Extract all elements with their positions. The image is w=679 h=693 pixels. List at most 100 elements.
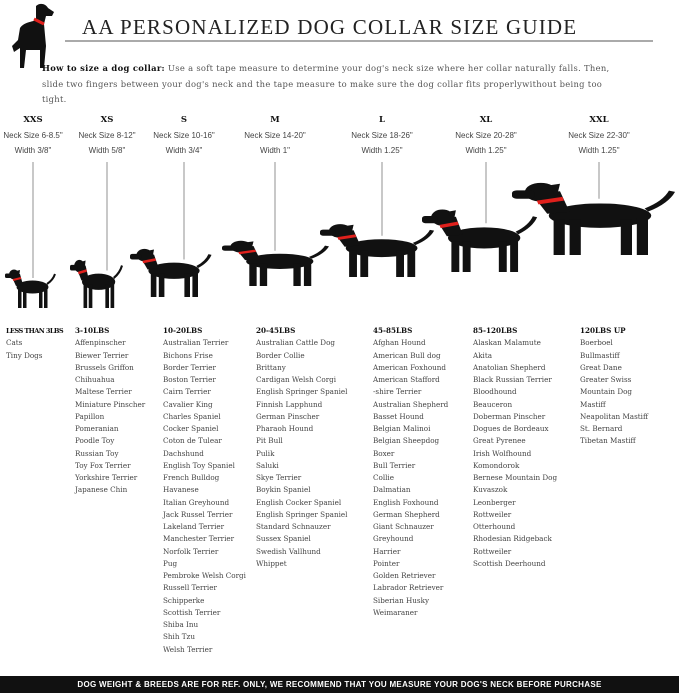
breed-item: Border Collie xyxy=(256,350,305,360)
breed-item: Bull Terrier xyxy=(373,460,416,470)
breed-item: Swedish Vallhund xyxy=(256,546,321,556)
dog-silhouette-l xyxy=(320,224,435,277)
red-collar xyxy=(12,277,22,281)
breed-item: Border Terrier xyxy=(163,362,216,372)
breed-item: Jack Russel Terrier xyxy=(163,509,233,519)
breed-item: Leonberger xyxy=(473,497,516,507)
breed-item: Weimaraner xyxy=(373,607,418,617)
size-code: L xyxy=(379,115,385,125)
breed-item: English Springer Spaniel xyxy=(256,509,348,519)
dog-size-illustration xyxy=(5,162,676,308)
collar-width: Width 1.25" xyxy=(361,146,403,155)
size-code: XS xyxy=(100,115,114,125)
breed-item: Pug xyxy=(163,558,178,568)
breed-item: Boxer xyxy=(373,448,395,458)
red-collar xyxy=(142,258,156,264)
breed-item: Greyhound xyxy=(373,534,414,544)
red-collar xyxy=(337,234,357,240)
breed-item: Scottish Deerhound xyxy=(473,558,546,568)
breed-item: French Bulldog xyxy=(163,473,220,482)
dog-silhouette-xl xyxy=(422,209,538,272)
breed-item: Doberman Pinscher xyxy=(473,411,546,421)
breed-item: Giant Schnauzer xyxy=(373,522,434,531)
breed-item: Golden Retriever xyxy=(373,571,436,580)
breed-item: Italian Greyhound xyxy=(163,497,230,507)
breed-item: Australian Cattle Dog xyxy=(256,338,336,348)
weight-heading: 10-20LBS xyxy=(163,326,203,335)
breed-item: Cardigan Welsh Corgi xyxy=(256,375,337,384)
size-code: S xyxy=(180,115,188,125)
collar-width: Width 1.25" xyxy=(465,146,507,155)
breed-item: Yorkshire Terrier xyxy=(75,473,138,482)
dog-logo-icon xyxy=(12,3,54,69)
size-label-xl: XL Neck Size 20-28" Width 1.25" xyxy=(441,113,531,158)
weight-heading: 120LBS UP xyxy=(580,326,626,335)
weight-column: 3-10LBS Affenpinscher Biewer Terrier Brusse… xyxy=(75,325,145,497)
breed-item: Cavalier King xyxy=(163,399,213,409)
title-divider xyxy=(65,40,653,42)
breed-item: Biewer Terrier xyxy=(75,350,129,360)
breed-item: Rhodesian Ridgeback xyxy=(473,534,552,544)
weight-column: LESS THAN 3LBS Cats Tiny Dogs xyxy=(6,325,64,362)
breed-item: Mastiff xyxy=(580,399,606,409)
breed-item: Saluki xyxy=(256,460,279,470)
breed-item: Belgian Sheepdog xyxy=(373,436,440,446)
breed-item: Dalmatian xyxy=(373,485,411,495)
breed-item: Pomeranian xyxy=(75,424,119,433)
breed-item: Welsh Terrier xyxy=(163,644,213,654)
collar-width: Width 5/8" xyxy=(88,146,126,155)
breed-item: Pit Bull xyxy=(256,436,283,446)
neck-size: Neck Size 18-26" xyxy=(351,131,413,140)
page-title: AA PERSONALIZED DOG COLLAR SIZE GUIDE xyxy=(82,15,578,39)
breed-item: Black Russian Terrier xyxy=(473,375,552,384)
breed-item: Brittany xyxy=(256,362,286,372)
dog-silhouette-xs xyxy=(70,259,123,308)
breed-item: Harrier xyxy=(373,546,401,556)
breed-item: Neapolitan Mastiff xyxy=(580,411,649,421)
breed-item: -shire Terrier xyxy=(373,387,422,397)
breed-item: English Toy Spaniel xyxy=(163,460,235,470)
weight-column: 45-85LBS Afghan Hound American Bull dog Ame… xyxy=(373,325,448,619)
collar-width: Width 3/8" xyxy=(14,146,52,155)
size-code: XL xyxy=(479,115,493,125)
breed-item: Anatolian Shepherd xyxy=(473,362,546,372)
breed-item: Chihuahua xyxy=(75,375,115,384)
breed-item: Papillon xyxy=(75,411,105,421)
breed-item: Beauceron xyxy=(473,399,513,409)
breed-item: English Springer Spaniel xyxy=(256,387,348,397)
size-label-xxl: XXL Neck Size 22-30" Width 1.25" xyxy=(554,113,644,158)
weight-heading: LESS THAN 3LBS xyxy=(6,327,64,335)
size-label-m: M Neck Size 14-20" Width 1" xyxy=(230,113,320,158)
breed-item: Alaskan Malamute xyxy=(473,338,541,348)
weight-column: 20-45LBS Australian Cattle Dog Border Coll… xyxy=(256,325,347,570)
neck-size: Neck Size 22-30" xyxy=(568,131,630,140)
breed-item: Irish Wolfhound xyxy=(473,448,532,458)
breed-item: Miniature Pinscher xyxy=(75,399,146,409)
size-label-xxs: XXS Neck Size 6-8.5" Width 3/8" xyxy=(0,113,78,158)
breed-item: Bullmastiff xyxy=(580,350,620,360)
breed-item: Pharaoh Hound xyxy=(256,424,314,433)
breed-item: Pulik xyxy=(256,448,275,458)
breed-item: Belgian Malinoi xyxy=(373,424,431,433)
breed-item: Standard Schnauzer xyxy=(256,522,331,531)
breed-item: Pembroke Welsh Corgi xyxy=(163,571,246,580)
breed-item: Greater Swiss xyxy=(580,375,632,384)
breed-item: Finnish Lapphund xyxy=(256,399,323,409)
breed-item: Russian Toy xyxy=(75,448,119,458)
breed-item: Tibetan Mastiff xyxy=(580,436,636,446)
breed-item: American Bull dog xyxy=(373,350,441,360)
breed-item: Affenpinscher xyxy=(75,338,126,348)
size-label-xs: XS Neck Size 8-12" Width 5/8" xyxy=(62,113,152,158)
breed-item: Boykin Spaniel xyxy=(256,485,311,495)
breed-item: Collie xyxy=(373,473,394,482)
red-collar xyxy=(238,249,257,255)
breed-item: Boerboel xyxy=(580,338,613,348)
breed-item: Norfolk Terrier xyxy=(163,546,219,556)
red-collar xyxy=(536,196,564,205)
breed-item: Afghan Hound xyxy=(373,338,426,348)
weight-heading: 45-85LBS xyxy=(373,326,413,335)
dog-silhouette-s xyxy=(130,248,212,297)
breed-item: Australian Terrier xyxy=(163,338,229,348)
breed-item: Cairn Terrier xyxy=(163,387,211,397)
sizing-instructions: How to size a dog collar: Use a soft tap… xyxy=(42,61,612,108)
